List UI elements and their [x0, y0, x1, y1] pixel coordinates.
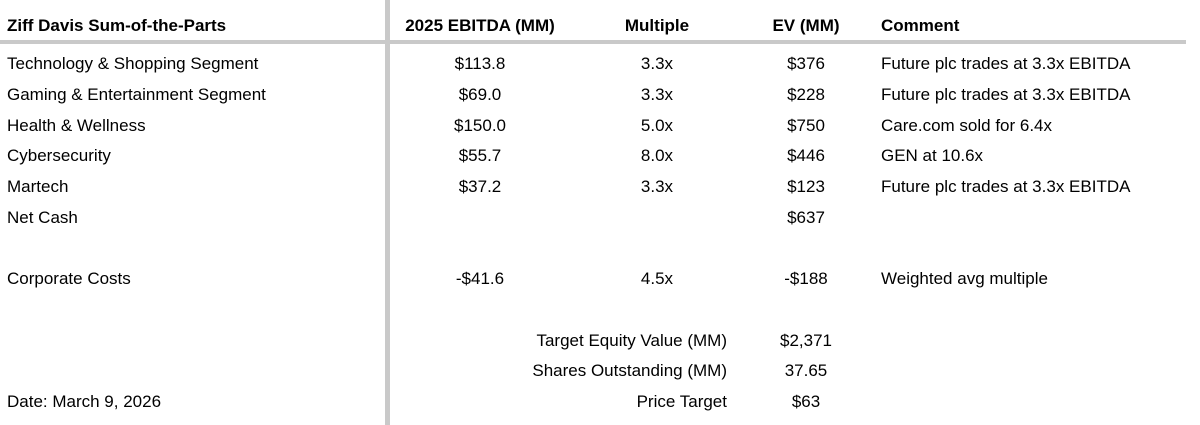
column-header-ev: EV (MM)	[772, 16, 840, 35]
row-label: Net Cash	[7, 207, 78, 227]
row-label: Gaming & Entertainment Segment	[7, 85, 266, 105]
ev-cell: $637	[787, 207, 825, 227]
row-label: Martech	[7, 177, 69, 197]
summary-label: Price Target	[636, 391, 727, 411]
table-row: Gaming & Entertainment Segment $69.0 3.3…	[0, 80, 1200, 111]
table-row: Technology & Shopping Segment $113.8 3.3…	[0, 49, 1200, 80]
ev-cell: -$188	[784, 269, 828, 289]
ebitda-cell: $113.8	[454, 54, 506, 74]
multiple-cell: 4.5x	[640, 269, 674, 289]
multiple-cell: 3.3x	[640, 177, 674, 197]
comment-cell: Weighted avg multiple	[881, 269, 1048, 289]
summary-label: Shares Outstanding (MM)	[532, 361, 727, 381]
summary-label: Target Equity Value (MM)	[536, 330, 727, 350]
multiple-cell: 3.3x	[640, 54, 674, 74]
ev-cell: $446	[787, 146, 825, 166]
ebitda-cell: $55.7	[458, 146, 502, 166]
table-row: Health & Wellness $150.0 5.0x $750 Care.…	[0, 110, 1200, 141]
multiple-cell: 3.3x	[640, 85, 674, 105]
summary-value: 37.65	[784, 361, 828, 381]
table-row: Martech $37.2 3.3x $123 Future plc trade…	[0, 172, 1200, 203]
ebitda-cell: $37.2	[458, 177, 502, 197]
table-row: Corporate Costs -$41.6 4.5x -$188 Weight…	[0, 264, 1200, 295]
summary-row: Target Equity Value (MM) $2,371	[0, 325, 1200, 356]
table-row: Cybersecurity $55.7 8.0x $446 GEN at 10.…	[0, 141, 1200, 172]
summary-value: $63	[791, 391, 821, 411]
ev-cell: $376	[787, 54, 825, 74]
ev-cell: $123	[787, 177, 825, 197]
column-header-multiple: Multiple	[624, 16, 690, 35]
summary-row: Shares Outstanding (MM) 37.65	[0, 356, 1200, 387]
comment-cell: GEN at 10.6x	[881, 146, 984, 166]
ev-cell: $228	[787, 85, 825, 105]
ebitda-cell: $150.0	[454, 115, 506, 135]
row-label: Technology & Shopping Segment	[7, 54, 259, 74]
spacer-row	[0, 233, 1200, 264]
row-label: Cybersecurity	[7, 146, 111, 166]
spacer-row	[0, 295, 1200, 326]
row-label: Health & Wellness	[7, 115, 146, 135]
table-body: Technology & Shopping Segment $113.8 3.3…	[0, 44, 1200, 417]
multiple-cell: 8.0x	[640, 146, 674, 166]
multiple-cell: 5.0x	[640, 115, 674, 135]
date-label: Date: March 9, 2026	[7, 391, 162, 411]
summary-value: $2,371	[780, 330, 832, 350]
comment-cell: Care.com sold for 6.4x	[881, 115, 1053, 135]
table-row: Net Cash $637	[0, 202, 1200, 233]
comment-cell: Future plc trades at 3.3x EBITDA	[881, 54, 1131, 74]
table-header-row: Ziff Davis Sum-of-the-Parts 2025 EBITDA …	[0, 0, 1186, 44]
vertical-divider	[385, 0, 390, 425]
ebitda-cell: -$41.6	[455, 269, 505, 289]
column-header-ebitda: 2025 EBITDA (MM)	[405, 16, 555, 35]
column-header-comment: Comment	[881, 16, 960, 35]
ev-cell: $750	[787, 115, 825, 135]
comment-cell: Future plc trades at 3.3x EBITDA	[881, 177, 1131, 197]
table-title: Ziff Davis Sum-of-the-Parts	[7, 16, 227, 35]
row-label: Corporate Costs	[7, 269, 131, 289]
comment-cell: Future plc trades at 3.3x EBITDA	[881, 85, 1131, 105]
ebitda-cell: $69.0	[458, 85, 502, 105]
summary-row: Date: March 9, 2026 Price Target $63	[0, 387, 1200, 418]
